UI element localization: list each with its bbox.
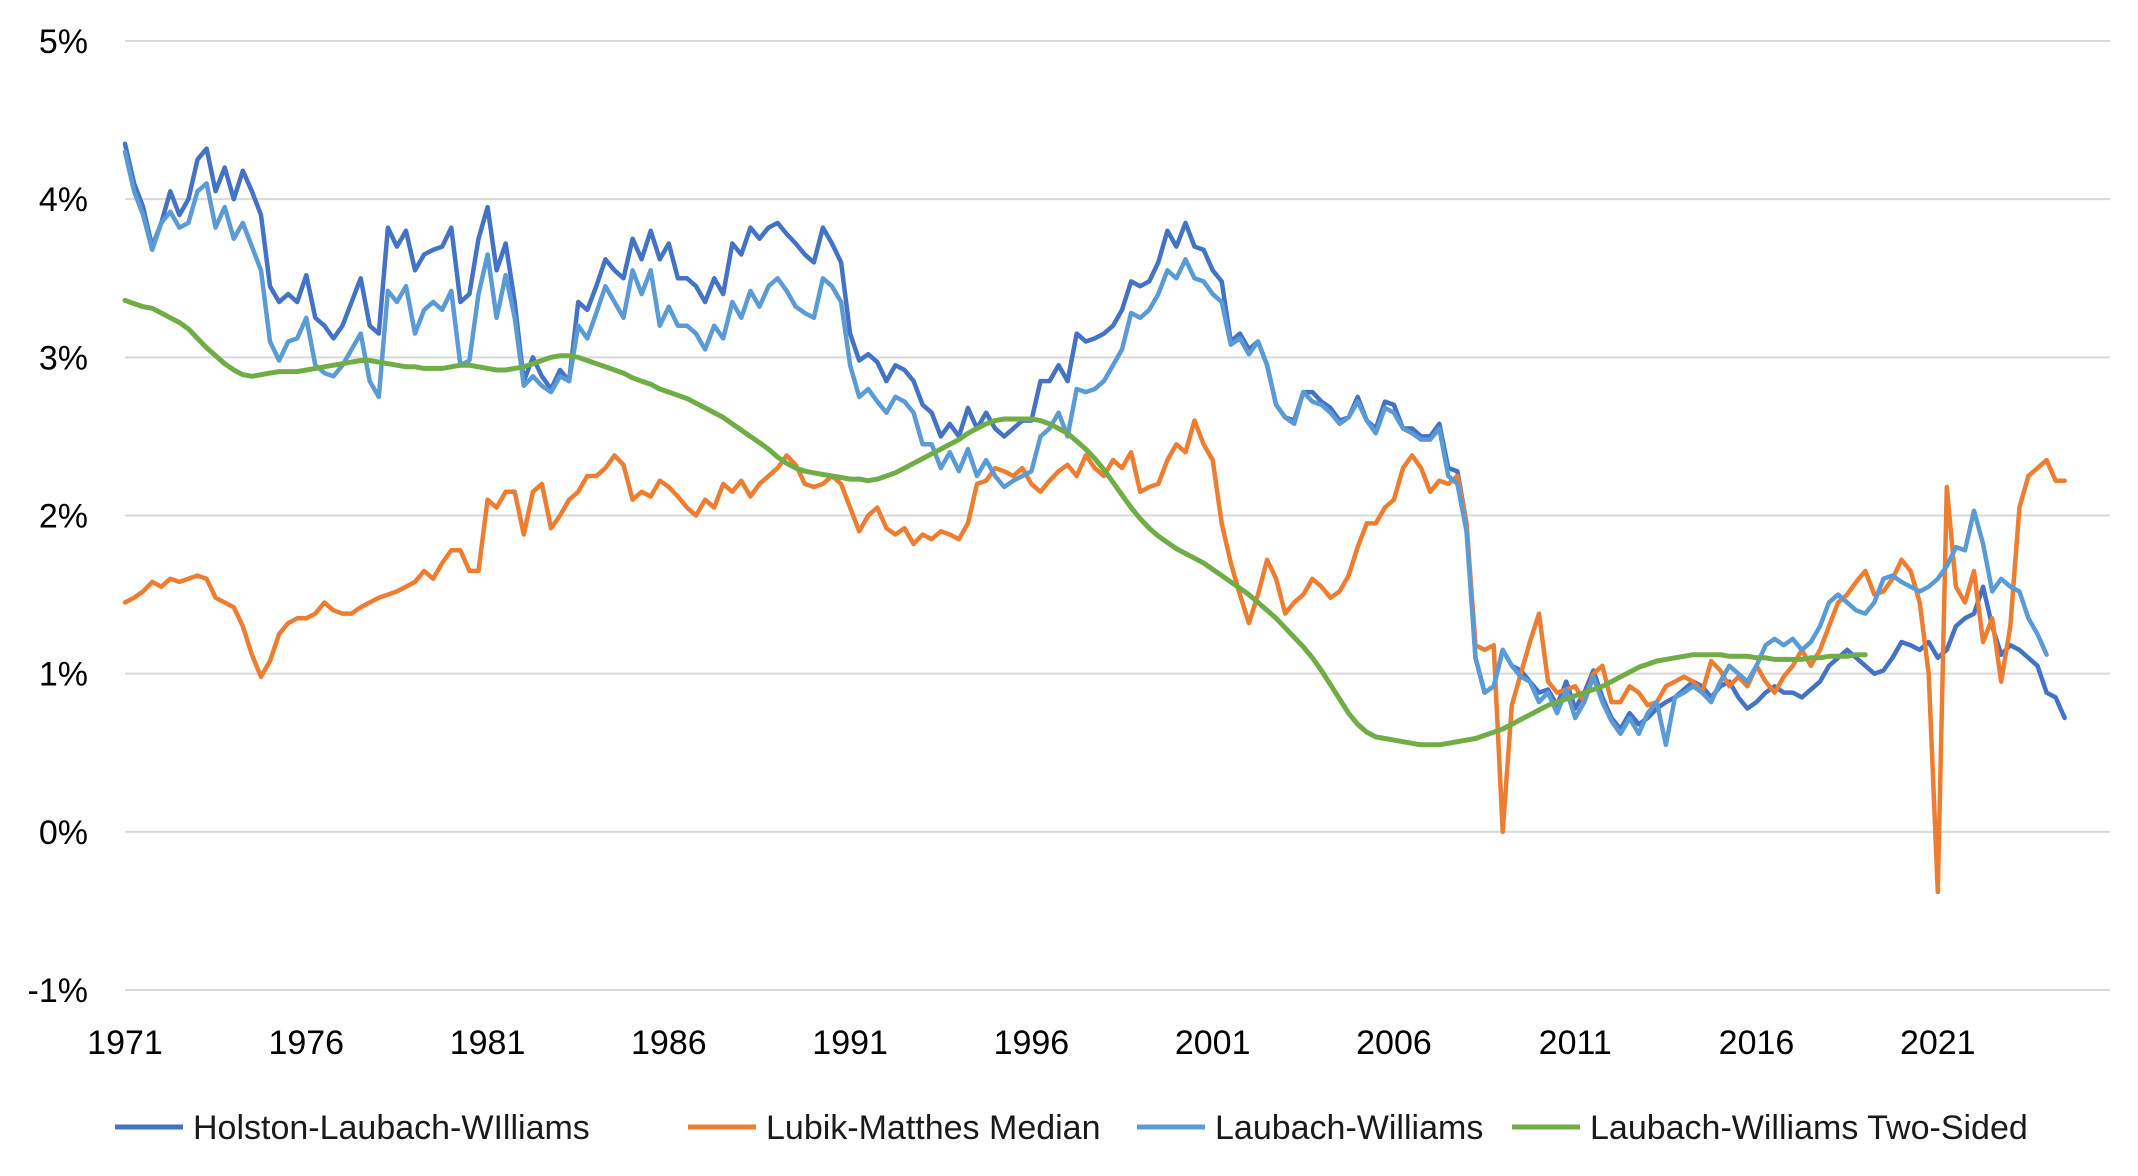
series-line-1 bbox=[122, 141, 2067, 732]
legend: Holston-Laubach-WIlliams Lubik-Matthes Me… bbox=[115, 1109, 2028, 1147]
x-tick-label: 2021 bbox=[1900, 1024, 1976, 1062]
series-line-3 bbox=[122, 149, 2049, 748]
y-tick-label: 0% bbox=[39, 814, 88, 852]
gridlines bbox=[125, 40, 2110, 991]
series-lines bbox=[122, 141, 2067, 895]
x-tick-label: 1981 bbox=[450, 1024, 526, 1062]
y-tick-label: -1% bbox=[28, 972, 88, 1010]
x-tick-label: 1986 bbox=[631, 1024, 707, 1062]
legend-label: Laubach-Williams Two-Sided bbox=[1590, 1109, 2028, 1147]
legend-label: Lubik-Matthes Median bbox=[766, 1109, 1101, 1147]
y-tick-label: 1% bbox=[39, 656, 88, 694]
series-line-4 bbox=[122, 297, 1868, 748]
x-tick-label: 2001 bbox=[1175, 1024, 1251, 1062]
x-tick-label: 2016 bbox=[1719, 1024, 1795, 1062]
x-tick-label: 1971 bbox=[87, 1024, 163, 1062]
x-tick-label: 1991 bbox=[812, 1024, 888, 1062]
y-tick-label: 5% bbox=[39, 23, 88, 61]
x-tick-label: 1996 bbox=[994, 1024, 1070, 1062]
y-tick-label: 4% bbox=[39, 181, 88, 219]
y-axis-ticks: 5% 4% 3% 2% 1% 0% -1% bbox=[28, 23, 88, 1010]
y-tick-label: 3% bbox=[39, 339, 88, 377]
x-axis-ticks: 1971 1976 1981 1986 1991 1996 2001 2006 2011 2016… bbox=[87, 1024, 1975, 1062]
legend-label: Holston-Laubach-WIlliams bbox=[193, 1109, 590, 1147]
x-tick-label: 1976 bbox=[268, 1024, 344, 1062]
legend-label: Laubach-Williams bbox=[1215, 1109, 1483, 1147]
x-tick-label: 2006 bbox=[1356, 1024, 1432, 1062]
y-tick-label: 2% bbox=[39, 498, 88, 536]
series-line-2 bbox=[122, 418, 2067, 895]
x-tick-label: 2011 bbox=[1539, 1024, 1612, 1062]
